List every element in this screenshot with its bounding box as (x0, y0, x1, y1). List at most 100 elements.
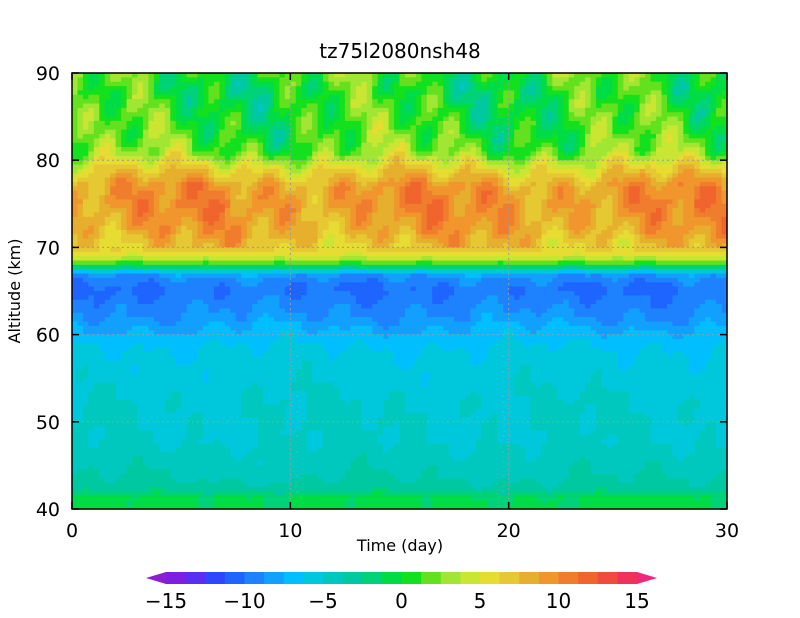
contour-cell (645, 186, 652, 192)
contour-cell (601, 182, 608, 187)
contour-cell (186, 182, 193, 187)
contour-cell (246, 203, 253, 209)
contour-cell (421, 90, 428, 96)
contour-cell (601, 129, 608, 135)
contour-cell (497, 243, 504, 248)
contour-cell (459, 90, 466, 96)
contour-cell (121, 173, 128, 179)
contour-cell (394, 147, 401, 153)
contour-cell (104, 112, 111, 118)
contour-cell (535, 107, 543, 113)
contour-cell (650, 120, 657, 126)
contour-cell (585, 195, 592, 201)
contour-cell (192, 208, 199, 214)
contour-cell (508, 203, 515, 209)
contour-cell (579, 238, 586, 244)
contour-cell (426, 186, 433, 192)
contour-cell (426, 142, 433, 148)
contour-cell (317, 81, 324, 87)
contour-cell (606, 199, 613, 205)
contour-cell (634, 168, 641, 174)
contour-cell (366, 155, 373, 161)
contour-cell (694, 125, 701, 131)
contour-cell (617, 160, 624, 166)
contour-cell (623, 138, 630, 144)
contour-cell (415, 225, 422, 231)
contour-cell (606, 234, 613, 240)
contour-cell (672, 168, 679, 174)
contour-cell (372, 129, 379, 135)
contour-cell (110, 86, 117, 92)
contour-cell (705, 190, 712, 196)
contour-cell (366, 125, 373, 131)
contour-cell (230, 247, 237, 253)
contour-cell (312, 203, 319, 209)
contour-cell (306, 234, 313, 240)
contour-cell (159, 186, 166, 192)
contour-cell (203, 129, 210, 135)
contour-cell (126, 112, 133, 118)
contour-cell (323, 225, 330, 231)
contour-cell (443, 190, 450, 196)
contour-cell (683, 164, 690, 170)
contour-cell (448, 251, 455, 257)
contour-cell (104, 77, 111, 83)
contour-cell (465, 247, 472, 253)
contour-cell (153, 99, 160, 105)
contour-cell (126, 247, 133, 253)
contour-cell (574, 164, 581, 170)
contour-cell (301, 107, 308, 113)
contour-cell (503, 190, 510, 196)
contour-cell (142, 208, 150, 214)
contour-cell (579, 90, 586, 96)
contour-cell (115, 151, 122, 157)
contour-cell (153, 90, 160, 96)
contour-cell (628, 186, 635, 192)
contour-cell (606, 195, 613, 201)
contour-cell (634, 103, 641, 109)
contour-cell (104, 138, 111, 144)
contour-cell (410, 107, 417, 113)
contour-cell (181, 116, 188, 122)
contour-cell (323, 182, 330, 187)
contour-cell (186, 212, 193, 218)
contour-cell (404, 129, 412, 135)
contour-cell (208, 177, 215, 183)
contour-cell (328, 208, 335, 214)
contour-cell (563, 155, 570, 161)
contour-cell (541, 116, 548, 122)
contour-cell (432, 134, 439, 139)
contour-cell (699, 212, 706, 218)
contour-cell (383, 168, 390, 174)
contour-cell (585, 99, 592, 105)
contour-cell (372, 234, 379, 240)
contour-cell (132, 155, 139, 161)
contour-cell (104, 186, 111, 192)
contour-cell (203, 173, 210, 179)
contour-cell (421, 134, 428, 139)
contour-cell (514, 151, 521, 157)
contour-cell (694, 151, 701, 157)
contour-cell (563, 125, 570, 131)
contour-cell (164, 208, 171, 214)
contour-cell (634, 120, 641, 126)
contour-cell (339, 129, 346, 135)
contour-cell (230, 238, 237, 244)
contour-cell (612, 116, 619, 122)
contour-cell (568, 234, 575, 240)
contour-cell (399, 182, 406, 187)
contour-cell (312, 243, 319, 248)
contour-cell (666, 116, 674, 122)
contour-cell (344, 208, 351, 214)
contour-cell (137, 134, 144, 139)
contour-cell (688, 243, 695, 248)
contour-cell (639, 221, 646, 227)
contour-cell (475, 168, 482, 174)
contour-cell (279, 129, 286, 135)
contour-cell (170, 229, 177, 235)
contour-cell (470, 81, 477, 87)
contour-cell (213, 73, 220, 78)
contour-cell (519, 147, 526, 153)
contour-cell (465, 177, 472, 183)
contour-cell (596, 107, 603, 113)
